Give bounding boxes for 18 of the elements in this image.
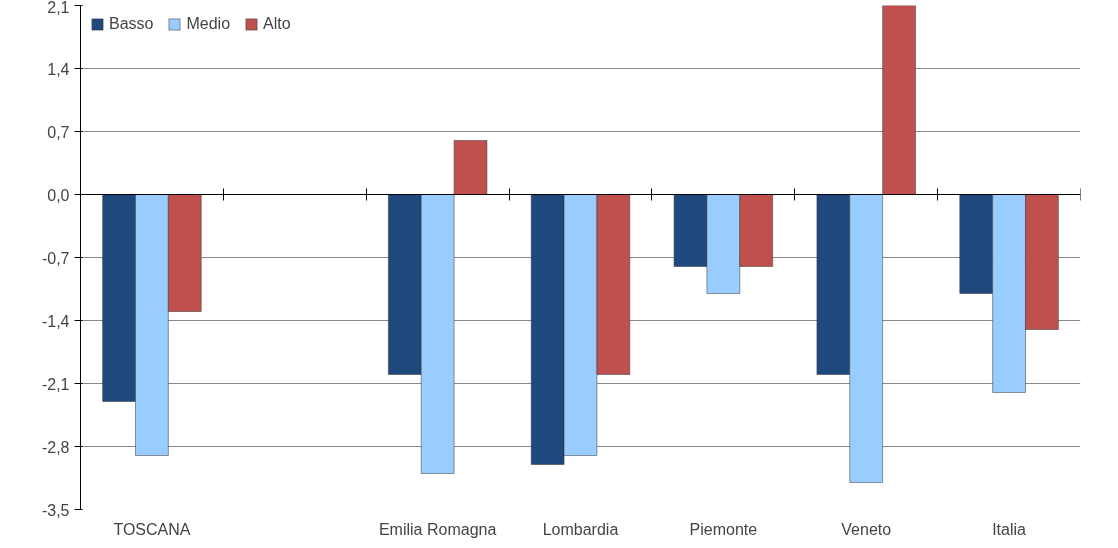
y-tick-label: 0,0: [47, 186, 70, 204]
y-tick-label: 1,4: [47, 60, 70, 78]
y-tick-label: -2,8: [41, 438, 70, 456]
y-tick-label: 0,7: [47, 123, 70, 141]
y-tick-label: -0,7: [41, 249, 70, 267]
y-tick-label: 2,1: [47, 0, 70, 16]
x-tick-label: Italia: [992, 520, 1027, 538]
legend-label: Alto: [263, 15, 291, 33]
legend-label: Basso: [109, 15, 154, 33]
x-tick-label: Emilia Romagna: [378, 520, 497, 538]
x-tick-label: Veneto: [841, 520, 892, 538]
y-tick-label: -3,5: [41, 501, 70, 519]
x-tick-label: TOSCANA: [113, 520, 191, 538]
y-tick-label: -1,4: [41, 312, 70, 330]
y-tick-label: -2,1: [41, 375, 70, 393]
x-tick-label: Piemonte: [689, 520, 758, 538]
legend-label: Medio: [186, 15, 231, 33]
x-tick-label: Lombardia: [542, 520, 619, 538]
